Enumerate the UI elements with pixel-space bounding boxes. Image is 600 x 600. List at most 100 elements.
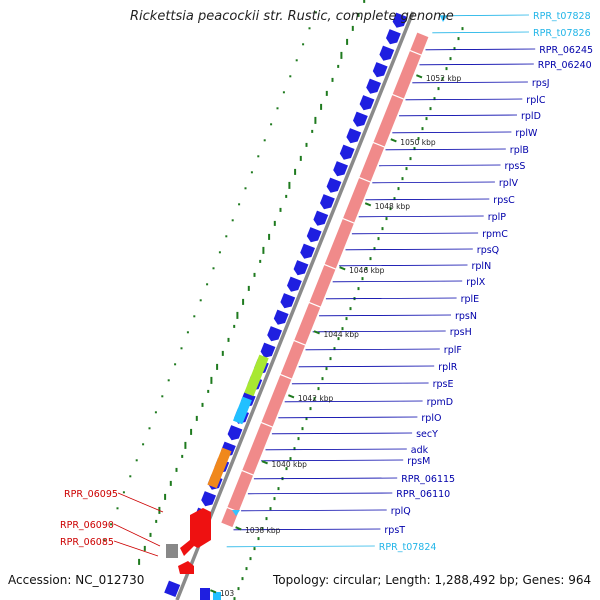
scale-tick-label: 1040 kbp — [272, 460, 308, 469]
cds-arrow — [386, 29, 401, 45]
gc-mark — [357, 12, 360, 17]
gene-label-rpsm: rpsM — [407, 456, 430, 467]
label-leader — [312, 330, 446, 333]
gene-label-rpr_06245: RPR_06245 — [539, 45, 593, 56]
gc-mark — [238, 203, 241, 206]
cds-arrow — [164, 580, 181, 597]
cds-arrow — [200, 588, 210, 600]
gene-label-rpr_t07828: RPR_t07828 — [533, 11, 591, 22]
cds-arrow — [320, 194, 335, 210]
cds-arrow — [353, 111, 368, 127]
gc-mark — [341, 327, 344, 331]
gene-label-rpmd: rpmD — [427, 397, 454, 408]
gc-mark — [437, 87, 440, 91]
gene-label-rplo: rplO — [421, 413, 441, 424]
gc-mark — [453, 47, 456, 51]
scale-tick-label: 1050 kbp — [400, 138, 436, 147]
cds-arrow — [313, 210, 329, 226]
label-leader — [291, 382, 429, 385]
gene-label-rpr_06095: RPR_06095 — [64, 489, 118, 500]
cds-arrow — [359, 95, 375, 111]
gc-mark — [103, 539, 106, 542]
band-gap — [372, 141, 386, 148]
gene-label-rpsn: rpsN — [455, 311, 477, 322]
gc-mark — [405, 167, 408, 171]
gene-label-rplq: rplQ — [391, 506, 411, 517]
gc-mark — [461, 27, 464, 31]
gene-label-rpr_06240: RPR_06240 — [538, 60, 592, 71]
gc-mark — [305, 142, 308, 147]
gc-mark — [227, 337, 230, 342]
gc-mark — [325, 367, 328, 371]
cds-arrow — [201, 491, 216, 507]
label-leader — [412, 81, 528, 84]
cds-arrow — [306, 227, 322, 243]
label-leader — [432, 31, 530, 34]
gc-mark — [373, 247, 376, 251]
gc-mark — [282, 91, 285, 94]
gene-label-rpst: rpsT — [384, 525, 405, 536]
gc-mark — [305, 417, 308, 421]
label-leader — [405, 98, 523, 101]
gc-mark — [293, 447, 296, 451]
gc-mark — [325, 90, 328, 96]
label-leader — [247, 492, 393, 495]
gc-mark — [409, 157, 412, 161]
gene-label-rplv: rplV — [499, 178, 519, 189]
gene-label-adk: adk — [411, 445, 429, 456]
gc-mark — [135, 459, 138, 462]
gc-mark — [186, 331, 189, 334]
gc-mark — [129, 475, 132, 478]
band-gap — [279, 373, 293, 380]
gc-mark — [363, 0, 366, 3]
gc-mark — [351, 25, 354, 31]
red-gene-rpr06085 — [178, 561, 194, 574]
trna-mark — [232, 510, 240, 516]
gc-mark — [314, 116, 317, 124]
gc-mark — [142, 443, 145, 446]
gc-mark — [294, 168, 297, 175]
gene-label-rpsc: rpsC — [493, 195, 515, 206]
label-leader — [284, 400, 423, 403]
gc-mark — [207, 389, 210, 393]
gc-mark — [236, 311, 239, 319]
gc-mark — [244, 187, 247, 190]
gc-mark — [445, 67, 448, 71]
gene-label-rpr_06085: RPR_06085 — [60, 537, 114, 548]
cds-arrow — [366, 78, 381, 94]
gene-label-rple: rplE — [461, 294, 480, 305]
backbone-outer-line — [175, 11, 415, 600]
gc-mark — [389, 207, 392, 211]
gc-mark — [377, 237, 380, 241]
gene-label-secy: secY — [416, 429, 438, 440]
gc-mark — [199, 299, 202, 302]
cds-arrow — [260, 342, 276, 358]
gene-label-rpln: rplN — [472, 261, 492, 272]
cds-arrow — [333, 161, 348, 177]
gc-mark — [263, 139, 266, 142]
gene-label-rplr: rplR — [438, 362, 458, 373]
band-gap — [308, 301, 322, 308]
backbone-inner-line — [181, 11, 419, 600]
gc-mark — [268, 233, 271, 240]
label-leader — [399, 114, 518, 117]
gene-label-rpsq: rpsQ — [477, 245, 499, 256]
label-leader — [278, 416, 418, 419]
band-gap — [341, 217, 356, 224]
gene-label-rpr_t07824: RPR_t07824 — [379, 542, 437, 553]
gc-mark — [385, 217, 388, 221]
gc-mark — [401, 177, 404, 181]
cds-arrow — [293, 260, 309, 276]
gc-mark — [257, 537, 260, 541]
gc-mark — [216, 363, 219, 370]
gc-mark — [269, 507, 272, 511]
cds-arrow — [280, 293, 296, 309]
gc-mark — [231, 219, 234, 222]
gc-mark — [245, 567, 248, 571]
label-leader — [271, 432, 413, 435]
gc-mark — [242, 298, 245, 305]
cds-arrow — [372, 62, 388, 78]
cds-arrow — [339, 144, 355, 160]
gc-mark — [297, 437, 300, 441]
